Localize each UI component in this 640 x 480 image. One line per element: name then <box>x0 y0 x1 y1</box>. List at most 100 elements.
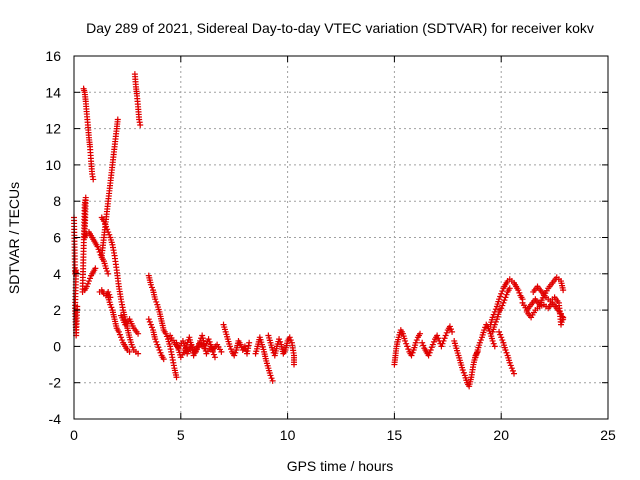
data-point <box>503 291 510 298</box>
data-point <box>560 314 567 321</box>
x-tick-label: 20 <box>493 427 509 443</box>
data-point <box>157 349 164 356</box>
data-point <box>106 291 113 298</box>
data-point <box>154 341 161 348</box>
data-point <box>105 270 112 277</box>
data-point <box>269 347 276 354</box>
data-point <box>108 304 115 311</box>
y-tick-label: -2 <box>49 375 62 391</box>
data-point <box>103 265 110 272</box>
data-point <box>498 305 505 312</box>
data-point <box>116 331 123 338</box>
data-point <box>153 338 160 345</box>
data-point <box>107 301 114 308</box>
data-point <box>94 243 101 250</box>
data-point <box>291 361 298 368</box>
data-point <box>489 314 496 321</box>
data-point <box>486 327 493 334</box>
data-point <box>287 337 294 344</box>
data-point <box>443 329 450 336</box>
data-point <box>208 346 215 353</box>
data-point <box>429 341 436 348</box>
data-point <box>246 339 253 346</box>
data-point <box>104 268 111 275</box>
y-tick-label: 4 <box>53 266 61 282</box>
x-tick-labels: 0 5 10 15 20 25 <box>70 427 616 443</box>
data-point <box>145 316 152 323</box>
data-point <box>106 231 113 238</box>
data-point <box>405 346 412 353</box>
data-point <box>194 343 201 350</box>
data-point <box>148 324 155 331</box>
data-point <box>226 343 233 350</box>
data-point <box>497 293 504 300</box>
data-point <box>84 280 91 287</box>
data-point <box>449 328 456 335</box>
data-point <box>506 359 513 366</box>
data-point <box>128 341 135 348</box>
y-tick-label: 14 <box>45 84 61 100</box>
data-point <box>491 343 498 350</box>
data-point <box>205 336 212 343</box>
data-point <box>503 349 510 356</box>
data-point <box>85 278 92 285</box>
data-point <box>419 339 426 346</box>
data-point <box>428 344 435 351</box>
x-tick-label: 25 <box>600 427 616 443</box>
data-point <box>276 336 283 343</box>
data-point <box>156 347 163 354</box>
data-point <box>162 330 169 337</box>
data-point <box>426 349 433 356</box>
data-point <box>95 246 102 253</box>
data-point <box>499 337 506 344</box>
data-point <box>160 356 167 363</box>
data-point <box>277 338 284 345</box>
data-point <box>126 348 133 355</box>
chart-title: Day 289 of 2021, Sidereal Day-to-day VTE… <box>86 20 594 36</box>
data-points <box>71 71 567 390</box>
data-point <box>515 287 522 294</box>
data-point <box>502 294 509 301</box>
data-point <box>439 340 446 347</box>
data-point <box>492 318 499 325</box>
data-point <box>446 323 453 330</box>
data-point <box>206 338 213 345</box>
data-point <box>412 339 419 346</box>
data-point <box>195 340 202 347</box>
data-point <box>438 343 445 350</box>
y-tick-label: 12 <box>45 121 61 137</box>
data-point <box>498 334 505 341</box>
y-tick-label: 16 <box>45 48 61 64</box>
data-point <box>129 344 136 351</box>
data-point <box>485 325 492 332</box>
data-point <box>476 339 483 346</box>
data-point <box>498 290 505 297</box>
data-point <box>413 337 420 344</box>
y-tick-label: 8 <box>53 193 61 209</box>
data-point <box>440 337 447 344</box>
data-point <box>509 367 516 374</box>
data-point <box>460 369 467 376</box>
data-point <box>209 348 216 355</box>
data-point <box>492 306 499 313</box>
data-point <box>497 331 504 338</box>
data-point <box>409 349 416 356</box>
data-point <box>459 366 466 373</box>
data-point <box>427 347 434 354</box>
data-point <box>105 288 112 295</box>
data-point <box>417 330 424 337</box>
data-point <box>489 337 496 344</box>
data-point <box>267 372 274 379</box>
data-point <box>146 318 153 325</box>
data-point <box>74 303 81 310</box>
axis-ticks <box>73 55 609 420</box>
grid-lines <box>74 56 608 419</box>
data-point <box>435 335 442 342</box>
data-point <box>441 335 448 342</box>
data-point <box>491 321 498 328</box>
data-point <box>499 288 506 295</box>
data-point <box>218 348 225 355</box>
data-point <box>507 362 514 369</box>
data-point <box>210 351 217 358</box>
